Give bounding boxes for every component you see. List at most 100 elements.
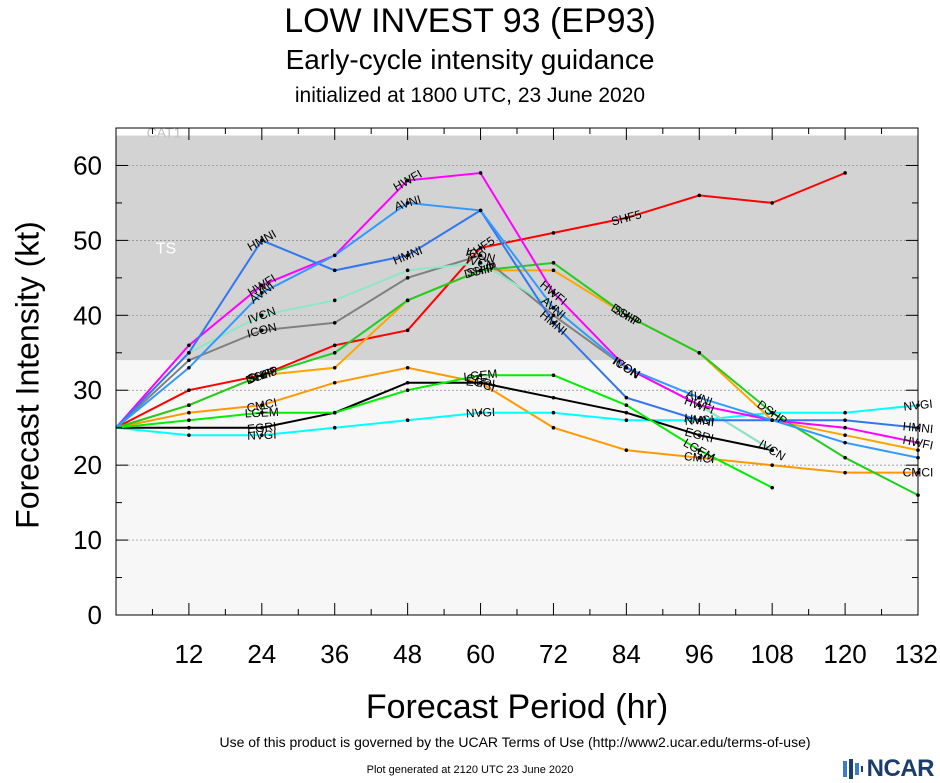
chart-title: LOW INVEST 93 (EP93)	[284, 2, 656, 40]
data-point	[697, 395, 702, 400]
x-tick-label: 36	[320, 639, 349, 669]
series-line-lgem	[115, 374, 773, 489]
data-point	[405, 388, 410, 393]
data-point	[260, 410, 264, 415]
data-point	[260, 403, 264, 408]
data-point	[770, 448, 774, 452]
series-label: HMNI	[683, 411, 715, 430]
y-tick-label: 30	[73, 375, 102, 405]
data-point	[551, 395, 556, 400]
series-line-hwfi	[115, 171, 919, 444]
data-point	[260, 238, 264, 243]
band-label-cat1: CAT1	[147, 124, 182, 140]
data-point	[551, 321, 556, 325]
data-point	[551, 291, 556, 295]
data-point	[332, 365, 337, 370]
y-tick-label: 10	[73, 525, 102, 555]
data-point	[697, 350, 702, 355]
y-axis-label: Forecast Intensity (kt)	[9, 221, 46, 529]
data-point	[697, 455, 702, 460]
data-point	[770, 463, 774, 467]
y-tick-label: 40	[73, 300, 102, 330]
data-point	[551, 231, 556, 235]
data-point	[770, 201, 774, 205]
data-point	[551, 373, 556, 378]
data-point	[260, 425, 264, 430]
x-tick-label: 72	[539, 639, 568, 669]
series-label: LGEM	[244, 405, 279, 421]
data-point	[260, 313, 264, 318]
data-point	[478, 253, 483, 258]
data-point	[624, 313, 629, 318]
data-point	[405, 380, 410, 385]
data-point	[624, 395, 629, 400]
ncar-logo: NCAR	[842, 755, 935, 783]
data-point	[332, 343, 337, 348]
data-point	[551, 425, 556, 430]
series-label: NVGI	[466, 405, 496, 420]
data-point	[478, 261, 483, 265]
data-point	[843, 455, 847, 460]
y-tick-label: 20	[73, 450, 102, 480]
series-label: SHIP	[247, 365, 278, 386]
intensity-bands: TS CAT1	[116, 124, 918, 615]
data-point	[187, 418, 191, 423]
data-point	[624, 448, 629, 452]
data-point	[260, 291, 264, 295]
data-point	[478, 380, 483, 385]
data-point	[332, 298, 337, 303]
data-point	[405, 201, 410, 205]
band-label-ts: TS	[156, 240, 176, 257]
data-point	[260, 328, 264, 333]
data-point	[332, 350, 337, 355]
x-tick-label: 84	[612, 639, 641, 669]
data-point	[332, 425, 337, 430]
data-point	[551, 410, 556, 415]
series-label: LGEM	[463, 367, 498, 384]
data-point	[478, 208, 483, 213]
data-point	[624, 216, 629, 220]
data-point	[405, 253, 410, 258]
x-tick-label: 48	[393, 639, 422, 669]
series-label: IVCN	[465, 253, 496, 274]
data-point	[187, 388, 191, 393]
data-point	[843, 440, 847, 445]
data-point	[624, 365, 629, 370]
data-point	[478, 373, 483, 378]
axes: 0 10 20 30 40 50 60 12 24 36 48 60 72 84 96 108 120 132	[73, 127, 938, 669]
data-point	[624, 403, 629, 408]
x-axis-label: Forecast Period (hr)	[365, 688, 669, 726]
series-lines	[115, 171, 920, 497]
ncar-logo-text: NCAR	[866, 755, 935, 782]
data-point	[697, 403, 702, 408]
data-point	[405, 268, 410, 273]
data-point	[697, 448, 702, 452]
data-point	[843, 171, 847, 175]
data-point	[551, 261, 556, 265]
data-point	[260, 433, 264, 437]
x-tick-label: 12	[174, 639, 203, 669]
data-point	[405, 178, 410, 183]
data-point	[624, 410, 629, 415]
data-point	[770, 410, 774, 415]
data-point	[332, 268, 337, 273]
data-point	[478, 171, 483, 175]
data-point	[405, 276, 410, 280]
data-point	[551, 268, 556, 273]
data-point	[187, 350, 191, 355]
series-label: NVGI	[247, 427, 277, 442]
data-point	[770, 485, 774, 490]
x-tick-label: 108	[750, 639, 793, 669]
data-point	[332, 410, 337, 415]
x-tick-label: 24	[247, 639, 276, 669]
data-point	[478, 246, 483, 250]
series-label: CMCI	[683, 449, 715, 466]
data-point	[405, 298, 410, 303]
data-point	[187, 403, 191, 408]
data-point	[551, 313, 556, 318]
data-point	[332, 380, 337, 385]
data-point	[697, 418, 702, 423]
series-label: SHIP	[465, 261, 495, 280]
